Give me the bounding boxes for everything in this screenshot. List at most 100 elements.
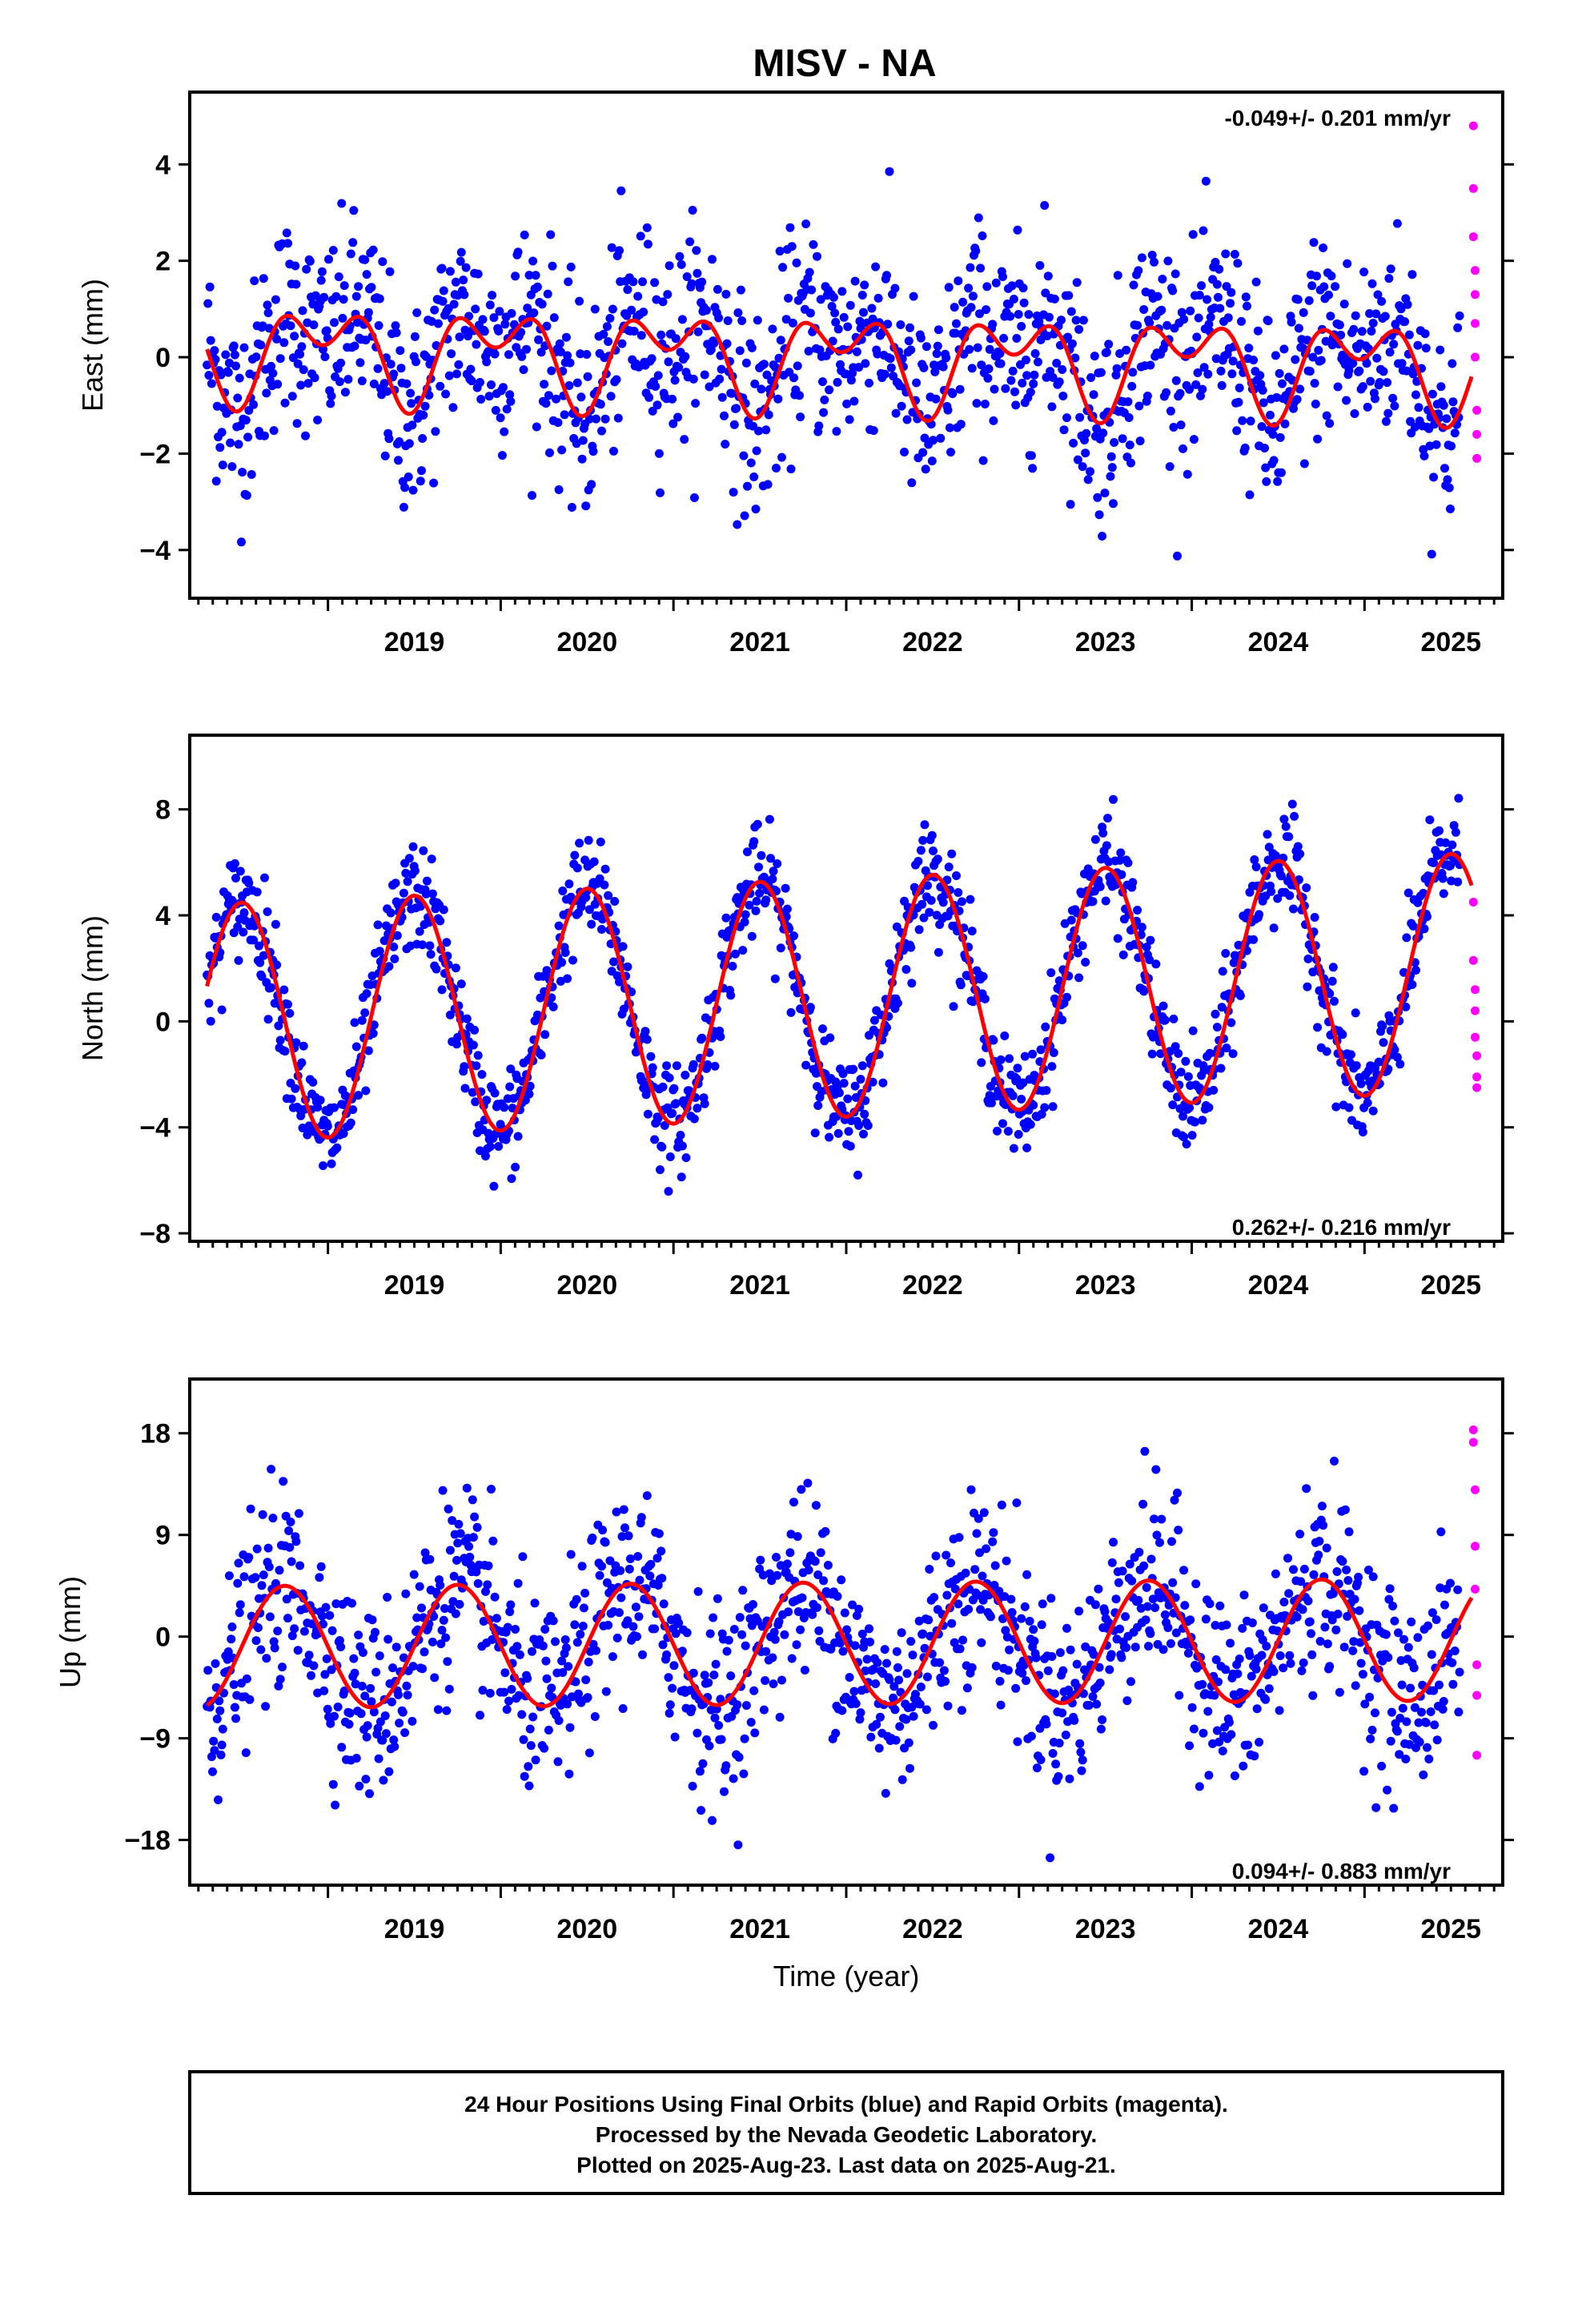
up-final-point	[1046, 1853, 1055, 1863]
east-final-point	[256, 340, 266, 350]
up-final-point	[1072, 1659, 1082, 1669]
up-final-point	[456, 1529, 465, 1538]
north-final-point	[1328, 963, 1338, 972]
east-final-point	[1145, 318, 1154, 328]
east-final-point	[776, 336, 785, 345]
east-final-point	[1263, 316, 1273, 326]
north-final-point	[235, 866, 245, 876]
north-final-point	[1104, 857, 1114, 866]
east-final-point	[373, 364, 383, 373]
north-final-point	[966, 895, 975, 904]
up-final-point	[657, 1574, 667, 1583]
north-rapid-point	[1468, 955, 1478, 965]
east-final-point	[801, 219, 811, 229]
east-final-point	[507, 308, 516, 318]
north-final-point	[1176, 1068, 1186, 1077]
up-final-point	[1051, 1759, 1061, 1769]
east-final-point	[402, 379, 412, 388]
up-final-point	[890, 1705, 900, 1715]
north-final-point	[1425, 815, 1435, 825]
up-final-point	[1020, 1602, 1030, 1611]
up-final-point	[733, 1700, 742, 1710]
east-final-point	[932, 349, 942, 359]
up-final-point	[384, 1767, 394, 1776]
north-final-point	[460, 1084, 470, 1093]
north-final-point	[770, 974, 780, 983]
footer-line-1: 24 Hour Positions Using Final Orbits (bl…	[464, 2092, 1228, 2117]
east-final-point	[1092, 424, 1102, 433]
east-final-point	[1214, 292, 1223, 302]
east-final-point	[1163, 256, 1173, 266]
up-final-point	[872, 1719, 881, 1729]
east-final-point	[983, 373, 993, 383]
east-final-point	[786, 464, 796, 474]
up-final-point	[1157, 1514, 1166, 1524]
up-final-point	[273, 1626, 283, 1636]
up-final-point	[738, 1586, 748, 1595]
up-final-point	[929, 1720, 938, 1730]
east-final-point	[1066, 307, 1076, 316]
north-final-point	[786, 1007, 796, 1017]
east-final-point	[1232, 426, 1242, 436]
east-final-point	[1147, 251, 1157, 259]
north-final-point	[781, 883, 790, 893]
east-final-point	[647, 354, 656, 364]
east-final-point	[554, 485, 564, 494]
up-final-point	[1077, 1766, 1086, 1775]
up-final-point	[565, 1723, 575, 1732]
up-final-point	[1415, 1737, 1424, 1747]
up-final-point	[502, 1705, 512, 1715]
east-final-point	[375, 294, 384, 304]
east-final-point	[692, 246, 701, 255]
north-final-point	[297, 1058, 307, 1068]
up-final-point	[1122, 1642, 1131, 1652]
east-final-point	[1260, 444, 1269, 452]
east-final-point	[330, 318, 339, 328]
up-final-point	[990, 1561, 1000, 1570]
up-final-point	[1046, 1594, 1056, 1603]
up-xtick-label: 2021	[729, 1914, 790, 1944]
up-final-point	[1002, 1556, 1011, 1566]
north-final-point	[548, 1002, 558, 1011]
east-final-point	[633, 292, 643, 301]
east-final-point	[282, 228, 291, 238]
east-final-point	[203, 299, 213, 308]
north-final-point	[386, 908, 396, 918]
up-final-point	[931, 1551, 941, 1561]
east-points-rapid	[1468, 121, 1482, 463]
east-final-point	[1313, 434, 1323, 444]
up-final-point	[216, 1750, 226, 1759]
up-final-point	[1439, 1697, 1448, 1706]
up-final-point	[1332, 1567, 1342, 1576]
east-final-point	[227, 462, 237, 472]
up-final-point	[765, 1569, 774, 1578]
up-final-point	[785, 1548, 795, 1558]
east-ytick-label: −4	[139, 536, 171, 566]
east-final-point	[517, 352, 527, 361]
east-rapid-point	[1468, 232, 1478, 242]
north-final-point	[1088, 897, 1098, 907]
north-final-point	[1271, 851, 1280, 860]
east-final-point	[1223, 313, 1233, 323]
east-final-point	[1006, 376, 1016, 385]
east-final-point	[1276, 468, 1286, 477]
east-final-point	[452, 369, 461, 379]
up-final-point	[1098, 1715, 1107, 1724]
east-final-point	[500, 427, 509, 436]
up-final-point	[1239, 1590, 1249, 1600]
east-final-point	[524, 271, 534, 280]
east-final-point	[1028, 464, 1038, 473]
east-final-point	[1072, 278, 1082, 287]
east-final-point	[1397, 359, 1407, 368]
north-final-point	[1411, 966, 1420, 975]
north-final-point	[845, 1141, 855, 1151]
up-final-point	[337, 1743, 347, 1752]
north-final-point	[346, 1118, 355, 1128]
up-final-point	[918, 1629, 928, 1638]
east-final-point	[420, 401, 430, 411]
up-final-point	[942, 1550, 951, 1560]
east-final-point	[643, 239, 652, 249]
up-final-point	[1036, 1755, 1046, 1764]
up-final-point	[400, 1728, 410, 1738]
up-final-point	[391, 1642, 401, 1652]
